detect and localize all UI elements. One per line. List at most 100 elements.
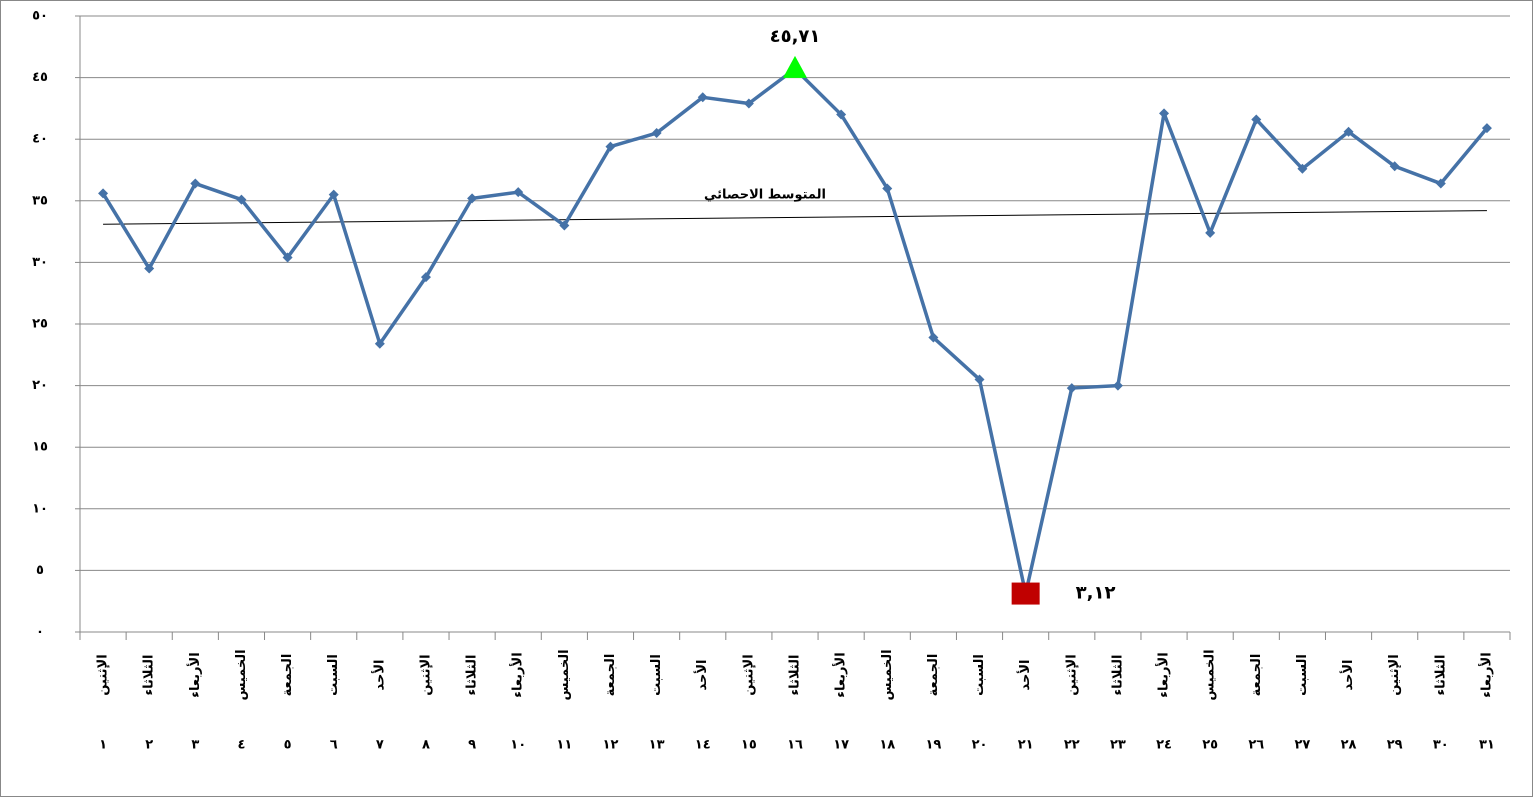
y-tick-label: ٢٥ [32,317,48,332]
y-tick-label: ٥٠ [32,9,48,24]
day-number: ١٢ [603,738,619,753]
point [1112,380,1123,391]
point [1389,161,1400,172]
day-number: ٢٧ [1294,738,1310,753]
x-tick-label: السبت [326,654,341,696]
y-tick-label: ٢٠ [32,378,48,393]
day-number: ١ [99,738,107,753]
x-tick-label: الإثنين [1387,654,1402,695]
day-number: ٢٦ [1248,738,1264,753]
x-tick-label: الخميس [557,649,572,700]
day-number: ١٦ [787,738,803,753]
day-number: ٢٤ [1156,738,1172,753]
x-tick-label: الجمعة [603,654,618,697]
point [882,183,893,194]
day-number: ٨ [422,738,430,753]
x-tick-label: الثلاثاء [1433,655,1448,696]
day-number: ٢٣ [1110,738,1126,753]
y-tick-label: ١٥ [32,440,48,455]
day-number: ٢٨ [1341,738,1357,753]
x-tick-label: الخميس [880,649,895,700]
x-tick-label: الأحد [370,659,387,690]
day-number: ٢٩ [1387,738,1403,753]
day-number: ٧ [376,738,384,753]
max-marker [783,55,807,78]
point [374,338,385,349]
point [1481,123,1492,134]
x-tick-label: الإثنين [96,654,111,695]
x-tick-label: الإثنين [1064,654,1079,695]
day-number: ٢٢ [1064,738,1080,753]
x-tick-label: الأربعاء [1155,652,1172,697]
y-tick-label: ٥ [36,563,44,578]
x-tick-label: الأربعاء [186,652,203,697]
x-tick-label: الأربعاء [509,652,526,697]
point [282,252,293,263]
day-number: ٥ [284,738,292,753]
y-tick-label: ٣٠ [32,255,48,270]
point [420,272,431,283]
day-number: ١٥ [741,738,757,753]
x-tick-label: الأحد [1016,659,1033,690]
trend-line [103,210,1487,225]
x-tick-label: الثلاثاء [465,655,480,696]
x-tick-label: الجمعة [1249,654,1264,697]
point [1205,227,1216,238]
x-tick-label: الإثنين [418,654,433,695]
point [1435,178,1446,189]
day-number: ١٠ [510,738,526,753]
point [836,109,847,120]
y-tick-label: ٠ [36,625,44,640]
day-number: ٣ [191,738,199,753]
point [928,332,939,343]
point [974,374,985,385]
x-tick-label: الخميس [1203,649,1218,700]
point [1066,383,1077,394]
value-label: ٣,١٢ [1076,583,1116,604]
day-number: ٢٠ [972,738,988,753]
day-number: ١٧ [833,738,849,753]
point [98,188,109,199]
point [1251,114,1262,125]
day-number: ١١ [556,738,572,753]
point [697,92,708,103]
day-number: ٣٠ [1433,738,1449,753]
point [144,263,155,274]
point [467,193,478,204]
value-label: ٤٥,٧١ [770,26,821,47]
point [328,189,339,200]
y-tick-label: ١٠ [32,501,48,516]
day-number: ١٤ [695,738,711,753]
x-tick-label: الجمعة [280,654,295,697]
x-tick-label: السبت [1295,654,1310,696]
y-tick-label: ٤٠ [32,132,48,147]
day-number: ٦ [330,738,338,753]
point [1297,163,1308,174]
day-number: ٩ [468,738,476,753]
x-tick-label: الجمعة [926,654,941,697]
day-number: ٤ [237,738,245,753]
x-tick-label: الأربعاء [1477,652,1494,697]
point [1159,108,1170,119]
point [605,141,616,152]
x-tick-label: الثلاثاء [788,655,803,696]
x-tick-label: الأحد [693,659,710,690]
day-number: ٢ [145,738,153,753]
x-tick-label: الثلاثاء [142,655,157,696]
point [513,187,524,198]
day-number: ٢١ [1018,738,1034,753]
point [1343,126,1354,137]
point [651,128,662,139]
day-number: ١٨ [879,738,895,753]
x-tick-label: الأحد [1339,659,1356,690]
x-tick-label: الثلاثاء [1110,655,1125,696]
day-number: ١٣ [649,738,665,753]
min-marker [1011,582,1040,605]
day-number: ١٩ [925,738,941,753]
x-tick-label: السبت [972,654,987,696]
point [559,220,570,231]
x-tick-label: السبت [649,654,664,696]
